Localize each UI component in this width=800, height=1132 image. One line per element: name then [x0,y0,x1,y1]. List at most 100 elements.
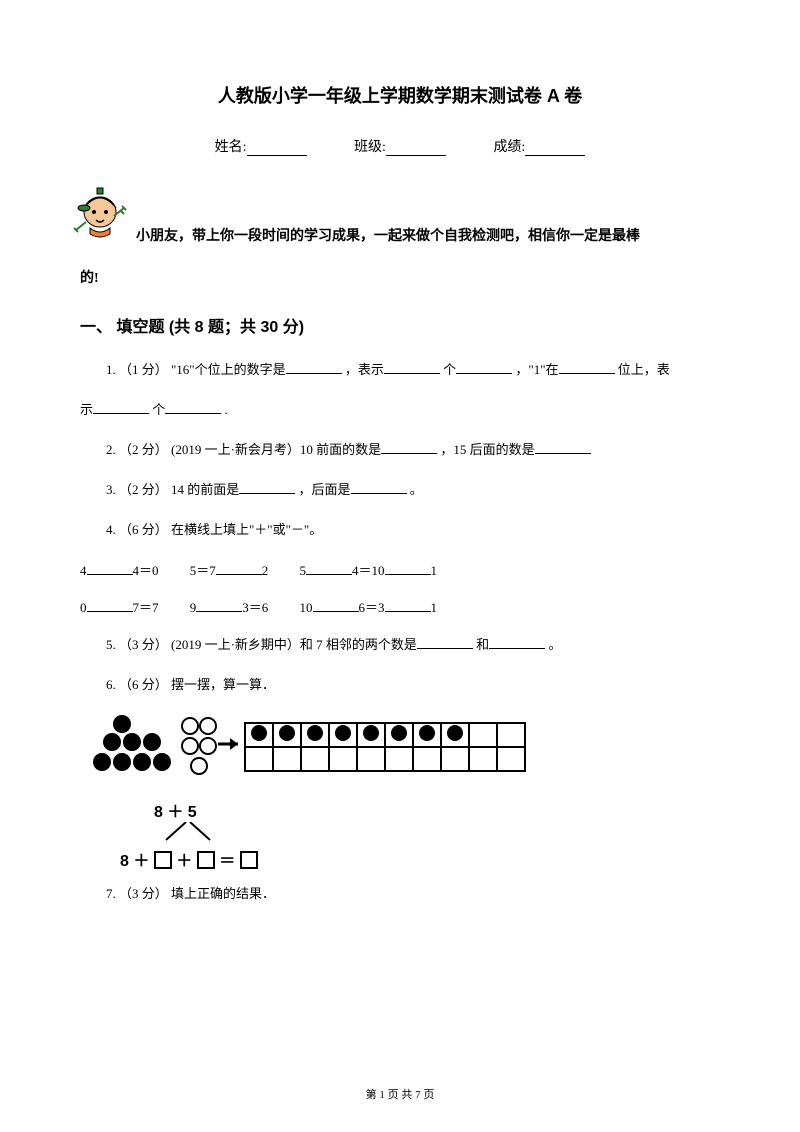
r2e2-blank[interactable] [196,600,242,612]
q2-blank-1[interactable] [381,442,437,454]
ten-frame-cell [497,723,525,747]
q3-a: 3. （2 分） 14 的前面是 [106,482,239,497]
ten-frame-cell [413,723,441,747]
ten-frame-cell [357,723,385,747]
mascot-icon [70,178,132,245]
expr-box-2[interactable] [197,851,215,869]
q1-blank-2[interactable] [384,362,440,374]
q1-blank-6[interactable] [165,402,221,414]
q1-part-c: 个 [443,362,456,377]
class-field: 班级: [354,136,446,156]
intro-text-1: 小朋友，带上你一段时间的学习成果，一起来做个自我检测吧，相信你一定是最棒 [136,229,640,244]
q5-blank-2[interactable] [489,637,545,649]
q3-blank-2[interactable] [351,482,407,494]
expr-bottom: 8 ＋ ＋ ＝ [120,847,720,871]
expr-top: 8 ＋ 5 [154,798,720,822]
ten-frame-cell [357,747,385,771]
class-blank[interactable] [386,142,446,156]
q1-part-a: 1. （1 分） "16"个位上的数字是 [106,362,286,377]
r1e3c: 1 [431,563,438,578]
question-1-line2: 示 个 . [80,397,720,423]
q2-a: 2. （2 分） (2019 一上·新会月考）10 前面的数是 [106,442,381,457]
class-label: 班级: [354,140,386,155]
filled-dot-icon [419,725,435,741]
expr-b-a: 8 ＋ [120,853,149,870]
q1l2-a: 示 [80,402,93,417]
score-blank[interactable] [525,142,585,156]
r1e3-blank1[interactable] [306,563,352,575]
intro-text-2: 的! [80,267,720,287]
q1-part-e: 位上，表 [618,362,670,377]
filled-dot-icon [279,725,295,741]
q2-blank-2[interactable] [535,442,591,454]
ten-frame-cell [497,747,525,771]
section-1-heading: 一、 填空题 (共 8 题；共 30 分) [80,313,720,337]
ten-frame-cell [301,747,329,771]
r2e1b: 7＝7 [133,600,159,615]
equation-row-1: 44＝0 5＝72 54＝101 [80,557,720,586]
name-field: 姓名: [215,136,307,156]
name-label: 姓名: [215,140,247,155]
expr-box-3[interactable] [240,851,258,869]
q1-part-d: ，"1"在 [515,362,558,377]
score-field: 成绩: [493,136,585,156]
q5-c: 。 [548,637,561,652]
question-7: 7. （3 分） 填上正确的结果． [80,881,720,907]
question-3: 3. （2 分） 14 的前面是 ，后面是 。 [80,477,720,503]
r1e2-blank[interactable] [216,563,262,575]
ten-frame-cell [385,723,413,747]
ten-frame-cell [245,723,273,747]
ten-frame-cell [273,723,301,747]
question-5: 5. （3 分） (2019 一上·新乡期中）和 7 相邻的两个数是 和 。 [80,632,720,658]
question-4: 4. （6 分） 在横线上填上"＋"或"－"。 [80,517,720,543]
exam-title: 人教版小学一年级上学期数学期末测试卷 A 卷 [80,82,720,108]
q2-b: ，15 后面的数是 [440,442,534,457]
r1e2b: 2 [262,563,269,578]
filled-dot-icon [307,725,323,741]
r2e2b: 3＝6 [242,600,268,615]
name-blank[interactable] [247,142,307,156]
student-info-line: 姓名: 班级: 成绩: [80,136,720,156]
ten-frame-cell [329,723,357,747]
r1e1-blank[interactable] [87,563,133,575]
ten-frame [244,722,526,772]
filled-dot-icon [251,725,267,741]
r1e3b: 4＝10 [352,563,385,578]
ten-frame-cell [301,723,329,747]
filled-dot-icon [335,725,351,741]
expression-figure: 8 ＋ 5 8 ＋ ＋ ＝ [120,798,720,871]
ten-frame-cell [329,747,357,771]
score-label: 成绩: [493,140,525,155]
expr-b-c: ＝ [219,853,235,870]
r2e1-blank[interactable] [87,600,133,612]
filled-dot-icon [391,725,407,741]
r1e3-blank2[interactable] [385,563,431,575]
question-6: 6. （6 分） 摆一摆，算一算． [80,672,720,698]
expr-box-1[interactable] [154,851,172,869]
intro-row: 小朋友，带上你一段时间的学习成果，一起来做个自我检测吧，相信你一定是最棒 [80,178,720,245]
split-lines-icon [158,822,238,842]
r2e3a: 10 [300,600,313,615]
ten-frame-cell [385,747,413,771]
ten-frame-cell [469,723,497,747]
r2e3b: 6＝3 [359,600,385,615]
q1-blank-4[interactable] [559,362,615,374]
dots-group-icon [90,712,240,782]
q5-blank-1[interactable] [417,637,473,649]
q1l2-b: 个 [152,402,165,417]
ten-frame-cell [441,747,469,771]
q3-b: ，后面是 [299,482,351,497]
ten-frame-cell [441,723,469,747]
q1-blank-5[interactable] [93,402,149,414]
ten-frame-cell [273,747,301,771]
q3-blank-1[interactable] [239,482,295,494]
r1e2a: 5＝7 [190,563,216,578]
question-2: 2. （2 分） (2019 一上·新会月考）10 前面的数是 ，15 后面的数… [80,437,720,463]
q1-blank-1[interactable] [286,362,342,374]
q1-blank-3[interactable] [456,362,512,374]
question-1: 1. （1 分） "16"个位上的数字是 ，表示 个 ，"1"在 位上，表 [80,357,720,383]
counters-figure [90,712,720,782]
r2e3-blank2[interactable] [385,600,431,612]
q5-b: 和 [476,637,489,652]
r2e3-blank1[interactable] [313,600,359,612]
